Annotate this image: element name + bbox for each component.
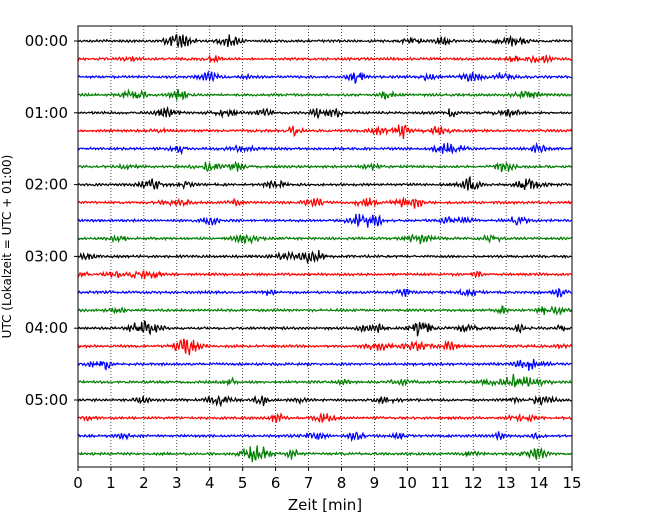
y-tick-label: 03:00 xyxy=(25,247,68,265)
x-tick-label: 9 xyxy=(370,474,380,492)
trace-6 xyxy=(77,124,573,140)
trace-20 xyxy=(77,373,572,388)
x-tick-label: 15 xyxy=(562,474,581,492)
x-tick-label: 8 xyxy=(337,474,347,492)
trace-4 xyxy=(77,88,572,101)
trace-14 xyxy=(77,270,572,280)
x-tick-label: 11 xyxy=(431,474,450,492)
trace-23 xyxy=(77,431,572,443)
trace-11 xyxy=(77,213,572,228)
x-tick-label: 6 xyxy=(271,474,281,492)
x-tick-label: 5 xyxy=(238,474,248,492)
trace-3 xyxy=(77,70,572,84)
y-axis-label: UTC (Lokalzeit = UTC + 01:00) xyxy=(0,155,14,339)
trace-24 xyxy=(77,445,572,463)
y-tick-label: 01:00 xyxy=(25,104,68,122)
trace-19 xyxy=(77,358,572,371)
y-tick-label: 00:00 xyxy=(25,32,68,50)
trace-5 xyxy=(77,105,572,120)
x-axis-ticks: 0 1 2 3 4 5 6 7 8 9 10 11 12 13 14 15 xyxy=(73,467,582,492)
x-tick-label: 3 xyxy=(172,474,182,492)
trace-10 xyxy=(77,196,572,209)
trace-12 xyxy=(77,233,572,245)
x-tick-label: 14 xyxy=(530,474,549,492)
trace-9 xyxy=(77,175,572,191)
x-axis-label: Zeit [min] xyxy=(288,496,362,514)
x-tick-label: 2 xyxy=(139,474,149,492)
y-axis-ticks: 00:00 01:00 02:00 03:00 04:00 05:00 xyxy=(25,32,78,409)
x-tick-label: 0 xyxy=(73,474,83,492)
trace-15 xyxy=(77,287,572,298)
x-tick-label: 7 xyxy=(304,474,314,492)
trace-17 xyxy=(77,320,572,337)
x-tick-label: 12 xyxy=(464,474,483,492)
trace-8 xyxy=(77,160,572,173)
trace-13 xyxy=(77,250,572,264)
trace-18 xyxy=(77,338,573,356)
trace-2 xyxy=(77,53,572,64)
y-tick-label: 04:00 xyxy=(25,319,68,337)
seismic-traces xyxy=(77,33,573,463)
trace-21 xyxy=(77,394,572,408)
x-tick-label: 1 xyxy=(106,474,116,492)
x-tick-label: 13 xyxy=(497,474,516,492)
y-tick-label: 05:00 xyxy=(25,391,68,409)
x-tick-label: 10 xyxy=(398,474,417,492)
y-tick-label: 02:00 xyxy=(25,176,68,194)
plot-frame xyxy=(77,25,573,468)
trace-22 xyxy=(77,411,572,424)
x-tick-label: 4 xyxy=(205,474,215,492)
trace-7 xyxy=(77,141,573,156)
trace-16 xyxy=(77,305,573,316)
trace-1 xyxy=(77,33,572,49)
